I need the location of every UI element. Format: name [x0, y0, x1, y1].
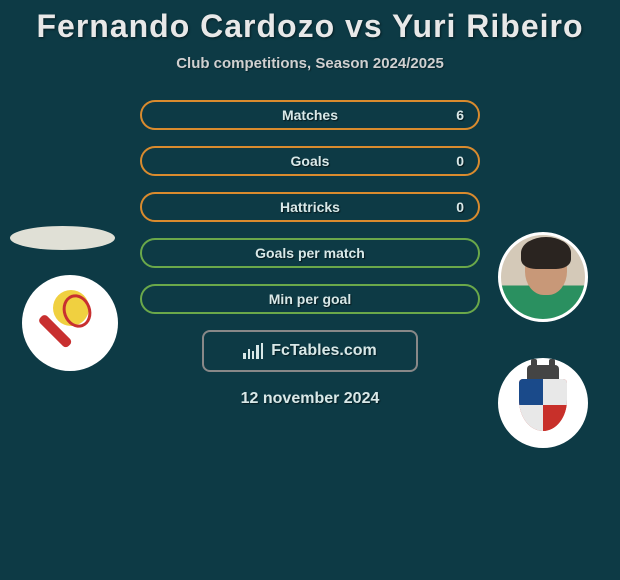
chart-icon [243, 343, 263, 359]
stat-row: Hattricks 0 [0, 192, 620, 222]
stat-label: Hattricks [280, 199, 340, 215]
stat-bar: Matches 6 [140, 100, 480, 130]
stat-label: Goals per match [255, 245, 365, 261]
subtitle: Club competitions, Season 2024/2025 [0, 55, 620, 72]
stat-label: Matches [282, 107, 338, 123]
stat-row: Min per goal [0, 284, 620, 314]
shield-icon [519, 375, 567, 431]
stat-row: Goals 0 [0, 146, 620, 176]
stat-bar: Hattricks 0 [140, 192, 480, 222]
page-title: Fernando Cardozo vs Yuri Ribeiro [0, 0, 620, 45]
stat-value: 0 [456, 199, 464, 215]
brand-text: FcTables.com [271, 342, 377, 360]
stat-label: Goals [291, 153, 330, 169]
club-badge-right [498, 358, 588, 448]
stat-label: Min per goal [269, 291, 351, 307]
fctables-badge: FcTables.com [202, 330, 418, 372]
stat-row: Matches 6 [0, 100, 620, 130]
stat-value: 0 [456, 153, 464, 169]
stat-bar: Min per goal [140, 284, 480, 314]
stat-bar: Goals 0 [140, 146, 480, 176]
stat-value: 6 [456, 107, 464, 123]
stat-bar: Goals per match [140, 238, 480, 268]
stats-area: Matches 6 Goals 0 Hattricks 0 Goals per match M… [0, 100, 620, 408]
